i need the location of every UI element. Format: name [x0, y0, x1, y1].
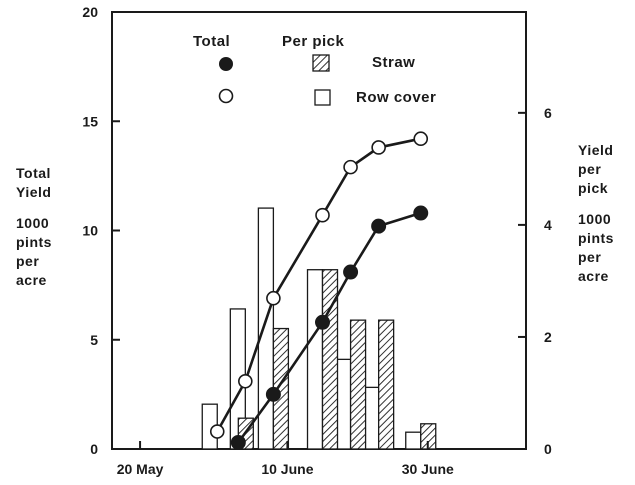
legend-straw-label: Straw [372, 54, 415, 71]
lines-layer [209, 131, 429, 450]
legend-row-cover-total-marker [218, 88, 234, 104]
right-axis-label-line-4 [578, 198, 614, 210]
left-tick-label-2: 10 [82, 223, 98, 239]
left-tick-label-4: 20 [82, 4, 98, 20]
right-axis-label-line-6: pints [578, 230, 614, 246]
straw-per-pick-bar-3 [321, 269, 339, 450]
straw-total-point-3 [315, 314, 331, 330]
legend-header-total: Total [193, 33, 230, 50]
right-axis-label-line-2: per [578, 161, 602, 177]
right-axis-label-line-8: acre [578, 268, 609, 284]
legend: Total Per pick Straw Row cover [193, 33, 436, 106]
legend-header-per-pick: Per pick [282, 33, 345, 50]
legend-straw-bar-swatch [312, 54, 330, 72]
right-tick-label-3: 6 [544, 105, 552, 121]
straw-per-pick-bar-5 [377, 319, 395, 450]
straw-total-point-1 [230, 434, 246, 450]
right-tick-label-2: 4 [544, 217, 552, 233]
x-tick-label-2: 30 June [402, 461, 454, 477]
row-cover-total-point-5 [343, 159, 358, 175]
ticks-layer: 0 5 10 15 20 0 2 4 6 20 May 10 June 30 June [82, 4, 552, 477]
row-cover-per-pick-bar-7 [405, 431, 422, 450]
straw-total-point-4 [343, 264, 359, 280]
left-tick-label-3: 15 [82, 113, 98, 129]
row-cover-total-point-6 [371, 140, 386, 155]
right-axis-label: Yield per pick 1000 pints per acre [578, 141, 614, 286]
left-axis-label-line-5: pints [16, 234, 52, 250]
x-tick-label-0: 20 May [117, 461, 164, 477]
row-cover-total-point-4 [315, 207, 330, 223]
left-axis-label-line-2: Yield [16, 184, 52, 200]
right-axis-label-line-3: pick [578, 180, 609, 196]
left-axis-label-line-6: per [16, 253, 40, 269]
row-cover-total-point-3 [266, 290, 281, 306]
straw-per-pick-bar-4 [349, 319, 367, 450]
left-tick-label-1: 5 [90, 332, 98, 348]
left-tick-label-0: 0 [90, 441, 98, 457]
right-tick-label-1: 2 [544, 329, 552, 345]
right-tick-label-0: 0 [544, 441, 552, 457]
legend-row-cover-label: Row cover [356, 89, 436, 106]
left-axis-label-line-1: Total [16, 165, 51, 181]
row-cover-per-pick-bar-4 [306, 269, 324, 450]
right-axis-label-line-7: per [578, 249, 602, 265]
straw-total-point-6 [413, 205, 429, 221]
left-axis-label-line-4: 1000 [16, 215, 50, 231]
straw-total-point-2 [265, 386, 281, 402]
straw-total-point-5 [371, 218, 387, 234]
left-axis-label-line-7: acre [16, 272, 47, 288]
left-axis-label: Total Yield 1000 pints per acre [16, 164, 52, 290]
legend-straw-total-marker [219, 57, 233, 71]
row-cover-total-point-7 [413, 131, 429, 147]
right-axis-label-line-1: Yield [578, 142, 614, 158]
x-tick-label-1: 10 June [261, 461, 313, 477]
row-cover-total-point-1 [209, 424, 225, 439]
right-axis-label-line-5: 1000 [578, 211, 612, 227]
row-cover-total-point-2 [238, 373, 253, 389]
left-axis-label-line-3 [16, 202, 52, 214]
legend-row-cover-bar-swatch [314, 89, 331, 106]
